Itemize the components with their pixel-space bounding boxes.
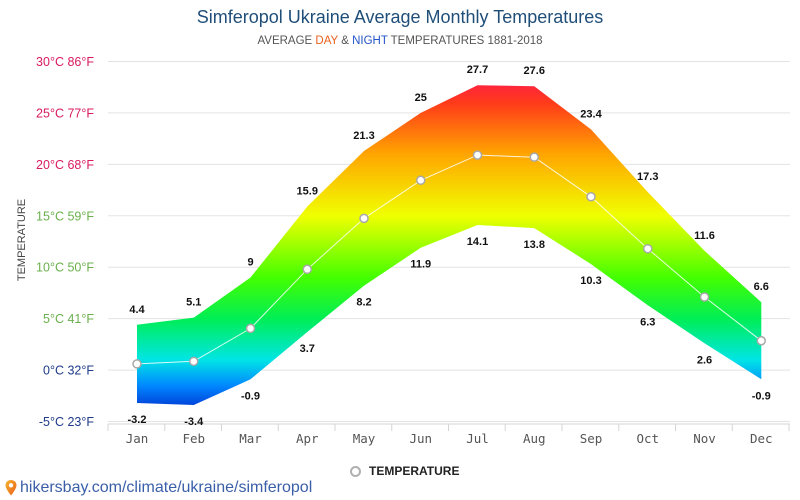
x-tick-label: Jul — [466, 431, 489, 446]
night-value-label: 11.9 — [410, 259, 431, 271]
night-value-label: 6.3 — [640, 316, 655, 328]
night-value-label: -0.9 — [752, 390, 771, 402]
y-tick-label: 25°C 77°F — [36, 106, 94, 120]
x-tick-label: Dec — [750, 431, 773, 446]
night-value-label: 3.7 — [300, 343, 315, 355]
day-value-label: 15.9 — [297, 186, 318, 198]
night-value-label: -3.4 — [184, 416, 204, 428]
day-value-label: 27.7 — [467, 64, 488, 76]
y-tick-label: 5°C 41°F — [43, 312, 94, 326]
day-value-label: 4.4 — [129, 304, 145, 316]
night-value-label: -3.2 — [128, 414, 147, 426]
average-marker — [189, 356, 199, 367]
map-pin-icon — [5, 480, 17, 496]
x-tick-label: Oct — [636, 431, 659, 446]
x-tick-label: Apr — [296, 431, 319, 446]
night-value-label: 2.6 — [697, 354, 712, 366]
chart-subtitle: AVERAGE DAY & NIGHT TEMPERATURES 1881-20… — [0, 35, 800, 47]
night-value-label: 13.8 — [524, 239, 545, 251]
legend[interactable]: TEMPERATURE — [350, 464, 459, 478]
average-marker — [529, 152, 539, 162]
day-value-label: 9 — [247, 257, 253, 269]
x-tick-label: Mar — [239, 431, 262, 446]
day-value-label: 21.3 — [353, 130, 374, 142]
source-text: hikersbay.com/climate/ukraine/simferopol — [20, 479, 313, 496]
y-tick-label: 10°C 50°F — [36, 261, 94, 275]
night-value-label: 10.3 — [580, 275, 601, 287]
day-value-label: 17.3 — [637, 171, 658, 183]
y-tick-label: 15°C 59°F — [36, 209, 94, 223]
average-marker — [132, 359, 142, 369]
y-tick-label: -5°C 23°F — [39, 415, 95, 429]
day-value-label: 6.6 — [754, 281, 769, 293]
subtitle-night: NIGHT — [352, 35, 388, 47]
x-tick-label: Feb — [182, 431, 205, 446]
average-markers — [132, 150, 766, 369]
y-axis: 30°C 86°F 25°C 77°F 20°C 68°F 15°C 59°F 10°C… — [36, 55, 94, 429]
chart-title: Simferopol Ukraine Average Monthly Tempe… — [196, 7, 604, 27]
day-value-label: 25 — [415, 92, 427, 104]
circle-marker-icon — [350, 465, 361, 477]
average-marker — [699, 292, 710, 302]
y-axis-label: TEMPERATURE — [16, 199, 28, 281]
x-axis: Jan Feb Mar Apr May Jun Jul Aug Sep Oct Nov Dec — [107, 423, 790, 446]
average-marker — [586, 192, 596, 202]
day-value-label: 5.1 — [186, 297, 201, 309]
day-night-band — [137, 85, 762, 405]
x-tick-label: Aug — [523, 431, 546, 446]
x-tick-label: Sep — [580, 431, 603, 446]
x-tick-label: Nov — [693, 431, 716, 446]
average-marker — [756, 336, 766, 346]
average-line — [136, 154, 762, 365]
legend-label: TEMPERATURE — [369, 464, 460, 478]
day-value-label: 27.6 — [524, 65, 545, 77]
subtitle-suffix: TEMPERATURES 1881-2018 — [387, 35, 543, 47]
subtitle-prefix: AVERAGE — [257, 35, 316, 47]
average-marker — [643, 243, 653, 254]
x-tick-label: May — [353, 431, 376, 446]
day-value-label: 23.4 — [580, 108, 602, 120]
night-value-label: 14.1 — [467, 236, 488, 248]
average-marker — [302, 264, 312, 275]
night-value-label: -0.9 — [241, 390, 260, 402]
day-value-label: 11.6 — [694, 230, 715, 242]
subtitle-day: DAY — [315, 35, 338, 47]
average-marker — [245, 323, 256, 334]
night-value-label: 8.2 — [356, 297, 371, 309]
y-tick-label: 0°C 32°F — [43, 364, 94, 378]
average-marker — [359, 213, 369, 224]
average-marker — [416, 175, 426, 186]
x-tick-label: Jun — [409, 431, 432, 446]
source-link[interactable]: hikersbay.com/climate/ukraine/simferopol — [4, 479, 312, 497]
y-tick-label: 20°C 68°F — [36, 158, 94, 172]
x-tick-label: Jan — [126, 431, 149, 446]
data-labels: 4.4 5.1 9 15.9 21.3 25 27.7 27.6 23.4 17.3 11.6 6.6… — [128, 64, 771, 428]
subtitle-amp: & — [338, 35, 353, 47]
average-marker — [472, 150, 483, 160]
y-tick-label: 30°C 86°F — [36, 55, 94, 69]
